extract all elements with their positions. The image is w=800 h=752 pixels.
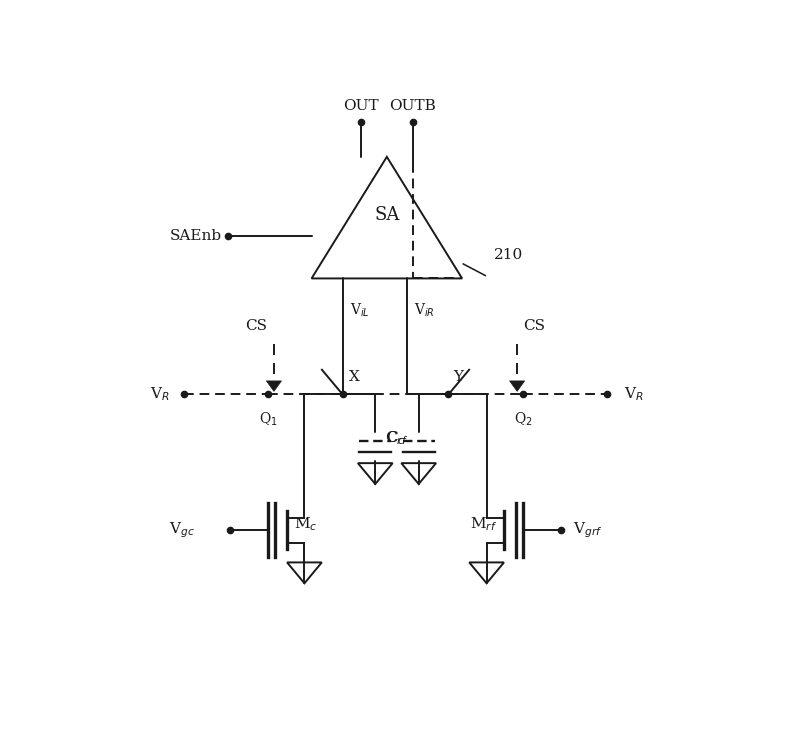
Text: CS: CS — [523, 320, 546, 333]
Text: V$_R$: V$_R$ — [150, 385, 170, 403]
Text: Y: Y — [454, 370, 463, 384]
Text: V$_R$: V$_R$ — [624, 385, 644, 403]
Text: V$_{iR}$: V$_{iR}$ — [414, 302, 435, 319]
Text: V$_{gc}$: V$_{gc}$ — [170, 520, 195, 540]
Text: M$_{rf}$: M$_{rf}$ — [470, 516, 498, 533]
Text: V$_{grf}$: V$_{grf}$ — [573, 520, 602, 540]
Text: 210: 210 — [494, 248, 523, 262]
Text: Q$_2$: Q$_2$ — [514, 411, 532, 428]
Text: V$_{iL}$: V$_{iL}$ — [350, 302, 370, 319]
Text: OUTB: OUTB — [390, 99, 436, 114]
Text: Q$_1$: Q$_1$ — [258, 411, 278, 428]
Text: X: X — [350, 370, 360, 384]
Text: C$_c$: C$_c$ — [386, 429, 406, 447]
Text: OUT: OUT — [343, 99, 378, 114]
Polygon shape — [266, 381, 282, 391]
Text: SA: SA — [374, 206, 399, 224]
Text: M$_c$: M$_c$ — [294, 516, 317, 533]
Text: SAEnb: SAEnb — [170, 229, 222, 243]
Polygon shape — [510, 381, 525, 391]
Text: CS: CS — [246, 320, 267, 333]
Text: C$_{rf}$: C$_{rf}$ — [385, 429, 408, 447]
